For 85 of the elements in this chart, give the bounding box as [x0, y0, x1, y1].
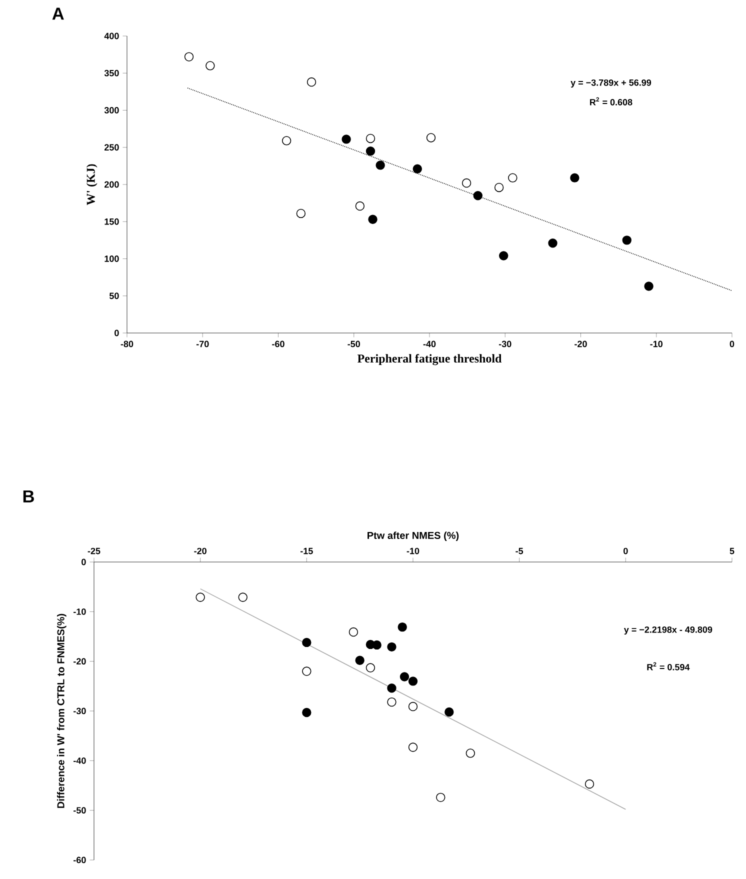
point — [426, 133, 436, 142]
y-tick-label: -60 — [74, 856, 86, 864]
x-tick-label: -15 — [300, 548, 313, 554]
point — [494, 182, 504, 192]
point — [302, 708, 312, 718]
point — [387, 684, 396, 693]
x-tick-label: -30 — [498, 340, 512, 348]
point — [473, 191, 482, 200]
point — [398, 622, 407, 632]
y-tick-label: 250 — [104, 144, 119, 151]
point — [342, 134, 351, 144]
point — [355, 656, 364, 665]
y-tick-label: 0 — [114, 330, 119, 336]
point — [196, 592, 205, 602]
x-tick-label: 5 — [730, 548, 734, 554]
point — [372, 640, 382, 650]
point — [348, 627, 358, 637]
x-tick-label: -80 — [120, 340, 134, 348]
point — [499, 251, 508, 260]
y-tick-label: -20 — [74, 658, 86, 665]
chart-title: A — [52, 8, 64, 20]
y-tick-label: 200 — [104, 181, 119, 188]
y-tick-label: 400 — [104, 32, 119, 40]
y-tick-label: 350 — [104, 70, 119, 76]
point — [366, 146, 376, 156]
y-axis-title: Difference in W' from CTRL to FNMES(%) — [57, 614, 66, 808]
y-axis-title: W' (KJ) — [86, 164, 98, 206]
point — [466, 748, 476, 758]
point — [508, 173, 518, 182]
point — [436, 792, 446, 802]
point — [206, 61, 215, 70]
y-tick-label: 0 — [82, 558, 86, 566]
point — [238, 592, 248, 602]
y-tick-label: -50 — [74, 807, 86, 814]
annotation: y = −3.789x + 56.99 — [570, 79, 652, 88]
x-tick-label: -60 — [272, 340, 284, 348]
point — [306, 77, 316, 87]
x-tick-label: -40 — [423, 340, 436, 348]
x-axis-title: Ptw after NMES (%) — [368, 532, 459, 541]
x-tick-label: -5 — [516, 548, 524, 554]
point — [462, 178, 472, 188]
point — [622, 236, 632, 245]
y-tick-label: -40 — [74, 757, 86, 764]
point — [408, 702, 418, 712]
point — [184, 52, 194, 62]
x-tick-label: -70 — [196, 340, 209, 348]
point — [548, 238, 558, 248]
point — [387, 642, 396, 652]
x-tick-label: -10 — [406, 548, 420, 554]
point — [366, 134, 376, 144]
point — [408, 742, 418, 752]
x-tick-label: -10 — [650, 340, 663, 348]
point — [408, 676, 418, 686]
x-tick-label: -50 — [348, 340, 360, 348]
y-tick-label: 300 — [104, 107, 119, 114]
y-tick-label: 50 — [109, 292, 119, 300]
point — [444, 707, 454, 717]
x-tick-label: 0 — [624, 548, 628, 554]
annotation: y = −2.2198x - 49.809 — [624, 626, 712, 635]
point — [644, 282, 654, 291]
chart-title: B — [23, 490, 34, 502]
point — [387, 697, 396, 707]
x-tick-label: -20 — [574, 340, 587, 348]
x-tick-label: -20 — [194, 548, 206, 554]
point — [368, 214, 378, 224]
point — [296, 208, 306, 218]
x-axis-title: Peripheral fatigue threshold — [357, 354, 502, 366]
x-tick-label: -25 — [88, 548, 100, 554]
point — [584, 779, 594, 789]
y-tick-label: -30 — [74, 708, 86, 714]
y-tick-label: 150 — [104, 218, 119, 225]
y-tick-label: 100 — [104, 256, 119, 262]
point — [282, 136, 292, 146]
point — [302, 666, 312, 676]
point — [302, 638, 312, 648]
x-tick-label: 0 — [730, 340, 734, 348]
point — [412, 164, 422, 174]
point — [570, 173, 580, 182]
point — [366, 663, 376, 672]
point — [400, 672, 410, 682]
annotation: R$^{2}$ = 0.594 — [647, 662, 690, 670]
point — [376, 160, 385, 170]
y-tick-label: -10 — [74, 608, 86, 615]
annotation: R$^{2}$ = 0.608 — [590, 97, 632, 106]
point — [355, 201, 365, 211]
